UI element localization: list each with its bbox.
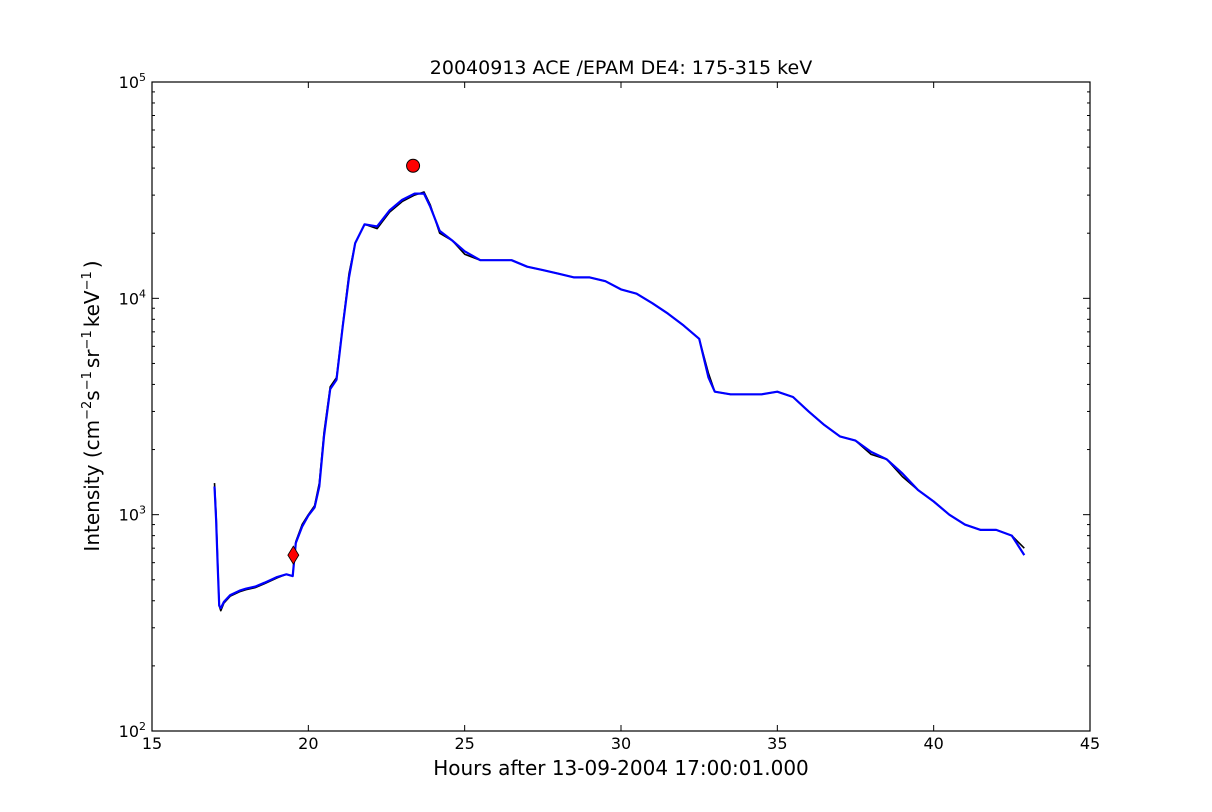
y-label-sup-1: −2 — [80, 401, 95, 420]
x-tick-label: 15 — [142, 734, 162, 753]
y-tick-label: 103 — [119, 504, 146, 525]
y-ticks: 102 103 104 105 — [119, 71, 1090, 741]
y-label-sup-3: −1 — [80, 330, 95, 349]
y-label-unit-s: s — [80, 390, 104, 400]
series-layer — [213, 191, 1026, 612]
peak-marker — [406, 158, 421, 173]
y-tick-label: 105 — [119, 71, 146, 92]
x-tick-label: 45 — [1080, 734, 1100, 753]
y-tick-label: 102 — [119, 720, 146, 741]
y-label-suffix: ) — [80, 260, 104, 268]
x-axis-label: Hours after 13-09-2004 17:00:01.000 — [433, 756, 809, 780]
y-label-sup-4: −1 — [80, 271, 95, 290]
series-line-2 — [213, 192, 1026, 610]
y-label-prefix: Intensity (cm — [80, 420, 104, 552]
x-tick-label: 30 — [611, 734, 631, 753]
y-label-unit-sr: sr — [80, 349, 104, 368]
x-tick-label: 40 — [923, 734, 943, 753]
x-tick-label: 20 — [298, 734, 318, 753]
chart-title: 20040913 ACE /EPAM DE4: 175-315 keV — [430, 57, 812, 79]
x-tick-label: 25 — [454, 734, 474, 753]
x-ticks: 15 20 25 30 35 40 45 — [142, 82, 1100, 753]
y-label-unit-kev: keV — [80, 290, 104, 327]
y-label-sup-2: −1 — [80, 371, 95, 390]
onset-marker — [287, 545, 300, 565]
x-tick-label: 35 — [767, 734, 787, 753]
y-axis-label: Intensity (cm−2s−1sr−1keV−1) — [80, 260, 104, 551]
marker-layer — [287, 158, 421, 565]
y-tick-label: 104 — [119, 287, 146, 308]
